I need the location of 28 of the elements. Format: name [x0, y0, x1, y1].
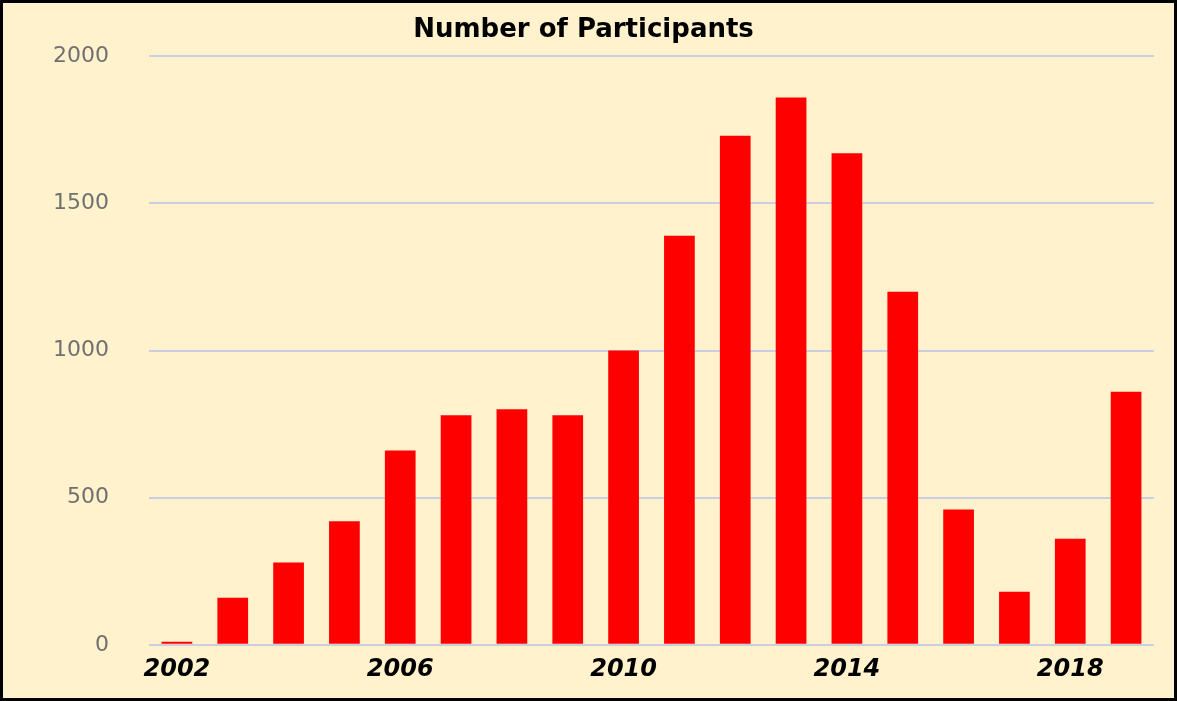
y-tick-label: 500 — [66, 483, 109, 509]
x-tick-label: 2002 — [143, 654, 211, 683]
x-tick-label: 2010 — [590, 654, 657, 683]
x-tick-label: 2014 — [813, 654, 881, 683]
bar — [1110, 391, 1142, 644]
chart-title: Number of Participants — [413, 13, 754, 44]
y-tick-label: 2000 — [52, 41, 109, 67]
y-tick-label: 1500 — [52, 189, 109, 215]
bar — [217, 597, 249, 644]
bar — [273, 562, 304, 644]
bar — [552, 415, 584, 644]
bar — [775, 97, 807, 644]
bar — [1054, 538, 1086, 644]
x-tick-label: 2018 — [1036, 654, 1104, 683]
bar — [608, 350, 639, 644]
y-tick-label: 1000 — [52, 336, 109, 362]
bar — [999, 591, 1030, 644]
bar — [329, 521, 360, 644]
bar — [440, 415, 472, 644]
x-tick-label: 2006 — [366, 654, 434, 683]
bar — [831, 153, 863, 644]
bar — [496, 409, 528, 644]
y-tick-label: 0 — [94, 630, 109, 656]
bar — [887, 291, 919, 644]
bar — [719, 135, 751, 644]
bar — [664, 235, 695, 644]
bar — [384, 450, 416, 644]
bar — [943, 509, 974, 644]
